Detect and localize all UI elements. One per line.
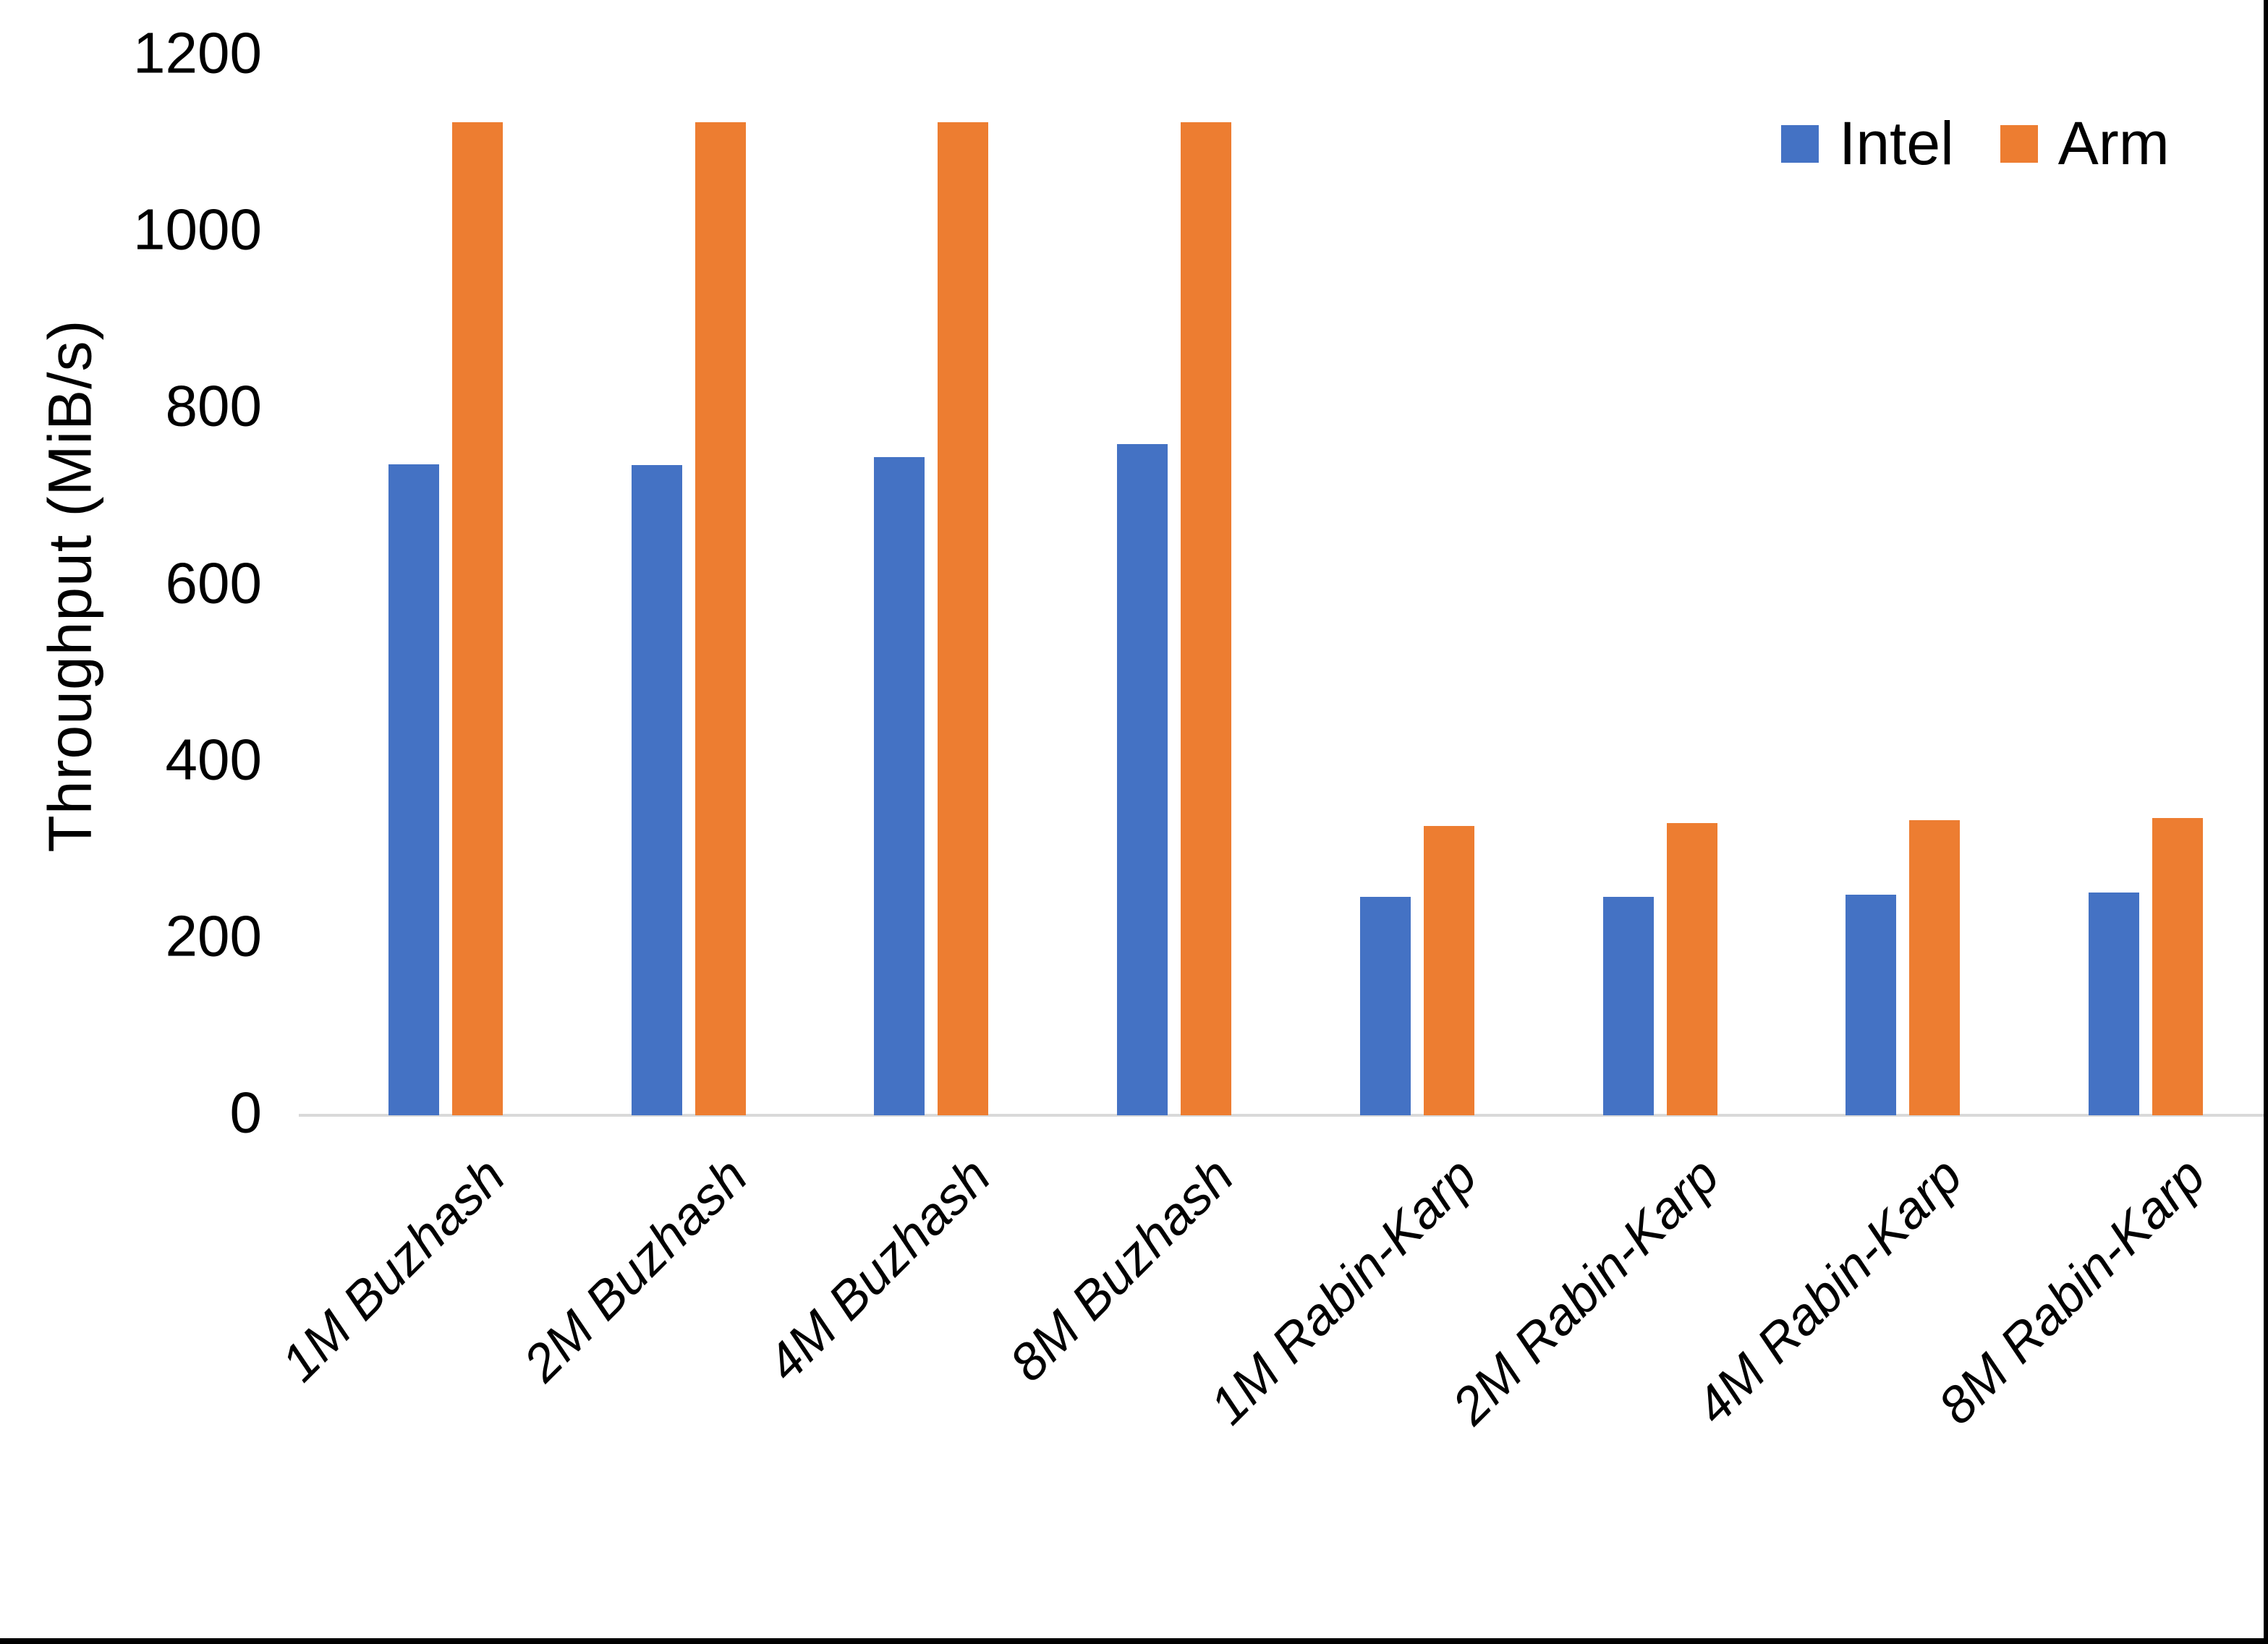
y-tick-label: 600 — [165, 550, 262, 615]
bar-arm-8m-buzhash — [1181, 122, 1232, 1115]
bar-group — [567, 56, 810, 1115]
y-tick-label: 1000 — [133, 197, 262, 262]
y-tick-label: 800 — [165, 373, 262, 438]
image-frame-bottom-edge — [0, 1638, 2268, 1644]
x-category-label: 1M Buzhash — [270, 1146, 517, 1393]
x-axis-line — [299, 1114, 2267, 1117]
bar-intel-2m-rabin-karp — [1602, 897, 1654, 1115]
bar-arm-2m-rabin-karp — [1666, 822, 1717, 1115]
bar-arm-8m-rabin-karp — [2152, 817, 2204, 1115]
bar-intel-8m-rabin-karp — [2089, 893, 2140, 1115]
y-tick-label: 200 — [165, 903, 262, 968]
legend-item-arm: Arm — [2000, 108, 2170, 179]
bar-arm-1m-buzhash — [451, 122, 503, 1115]
bar-group — [2024, 56, 2267, 1115]
bar-group — [324, 56, 567, 1115]
bar-group — [810, 56, 1053, 1115]
bar-arm-4m-rabin-karp — [1909, 820, 1961, 1115]
bar-group — [1539, 56, 1782, 1115]
image-frame-right-edge — [2264, 0, 2268, 1644]
bar-arm-4m-buzhash — [938, 122, 989, 1115]
x-category-label: 8M Buzhash — [998, 1146, 1245, 1393]
bar-intel-4m-buzhash — [874, 457, 925, 1115]
legend-label: Intel — [1839, 109, 1954, 177]
legend-item-intel: Intel — [1781, 108, 1954, 179]
y-tick-label: 0 — [229, 1080, 263, 1145]
y-tick-label: 1200 — [133, 20, 262, 85]
legend-swatch-intel — [1781, 124, 1819, 163]
bar-intel-4m-rabin-karp — [1846, 894, 1897, 1115]
legend-label: Arm — [2057, 109, 2170, 177]
bar-intel-1m-buzhash — [388, 464, 439, 1115]
y-tick-label: 400 — [165, 726, 262, 791]
bar-arm-2m-buzhash — [695, 122, 746, 1115]
bar-group — [1053, 56, 1296, 1115]
x-category-label: 2M Buzhash — [513, 1146, 759, 1393]
legend-swatch-arm — [2000, 124, 2038, 163]
plot-area — [324, 56, 2267, 1115]
bar-group — [1296, 56, 1539, 1115]
legend: Intel Arm — [1781, 108, 2170, 179]
bar-intel-2m-buzhash — [631, 465, 682, 1115]
bar-intel-1m-rabin-karp — [1359, 897, 1411, 1115]
bar-group — [1782, 56, 2025, 1115]
bar-intel-8m-buzhash — [1117, 444, 1168, 1115]
x-category-label: 4M Buzhash — [756, 1146, 1002, 1393]
bar-arm-1m-rabin-karp — [1423, 825, 1474, 1115]
y-axis-title: Throughput (MiB/s) — [35, 319, 104, 853]
